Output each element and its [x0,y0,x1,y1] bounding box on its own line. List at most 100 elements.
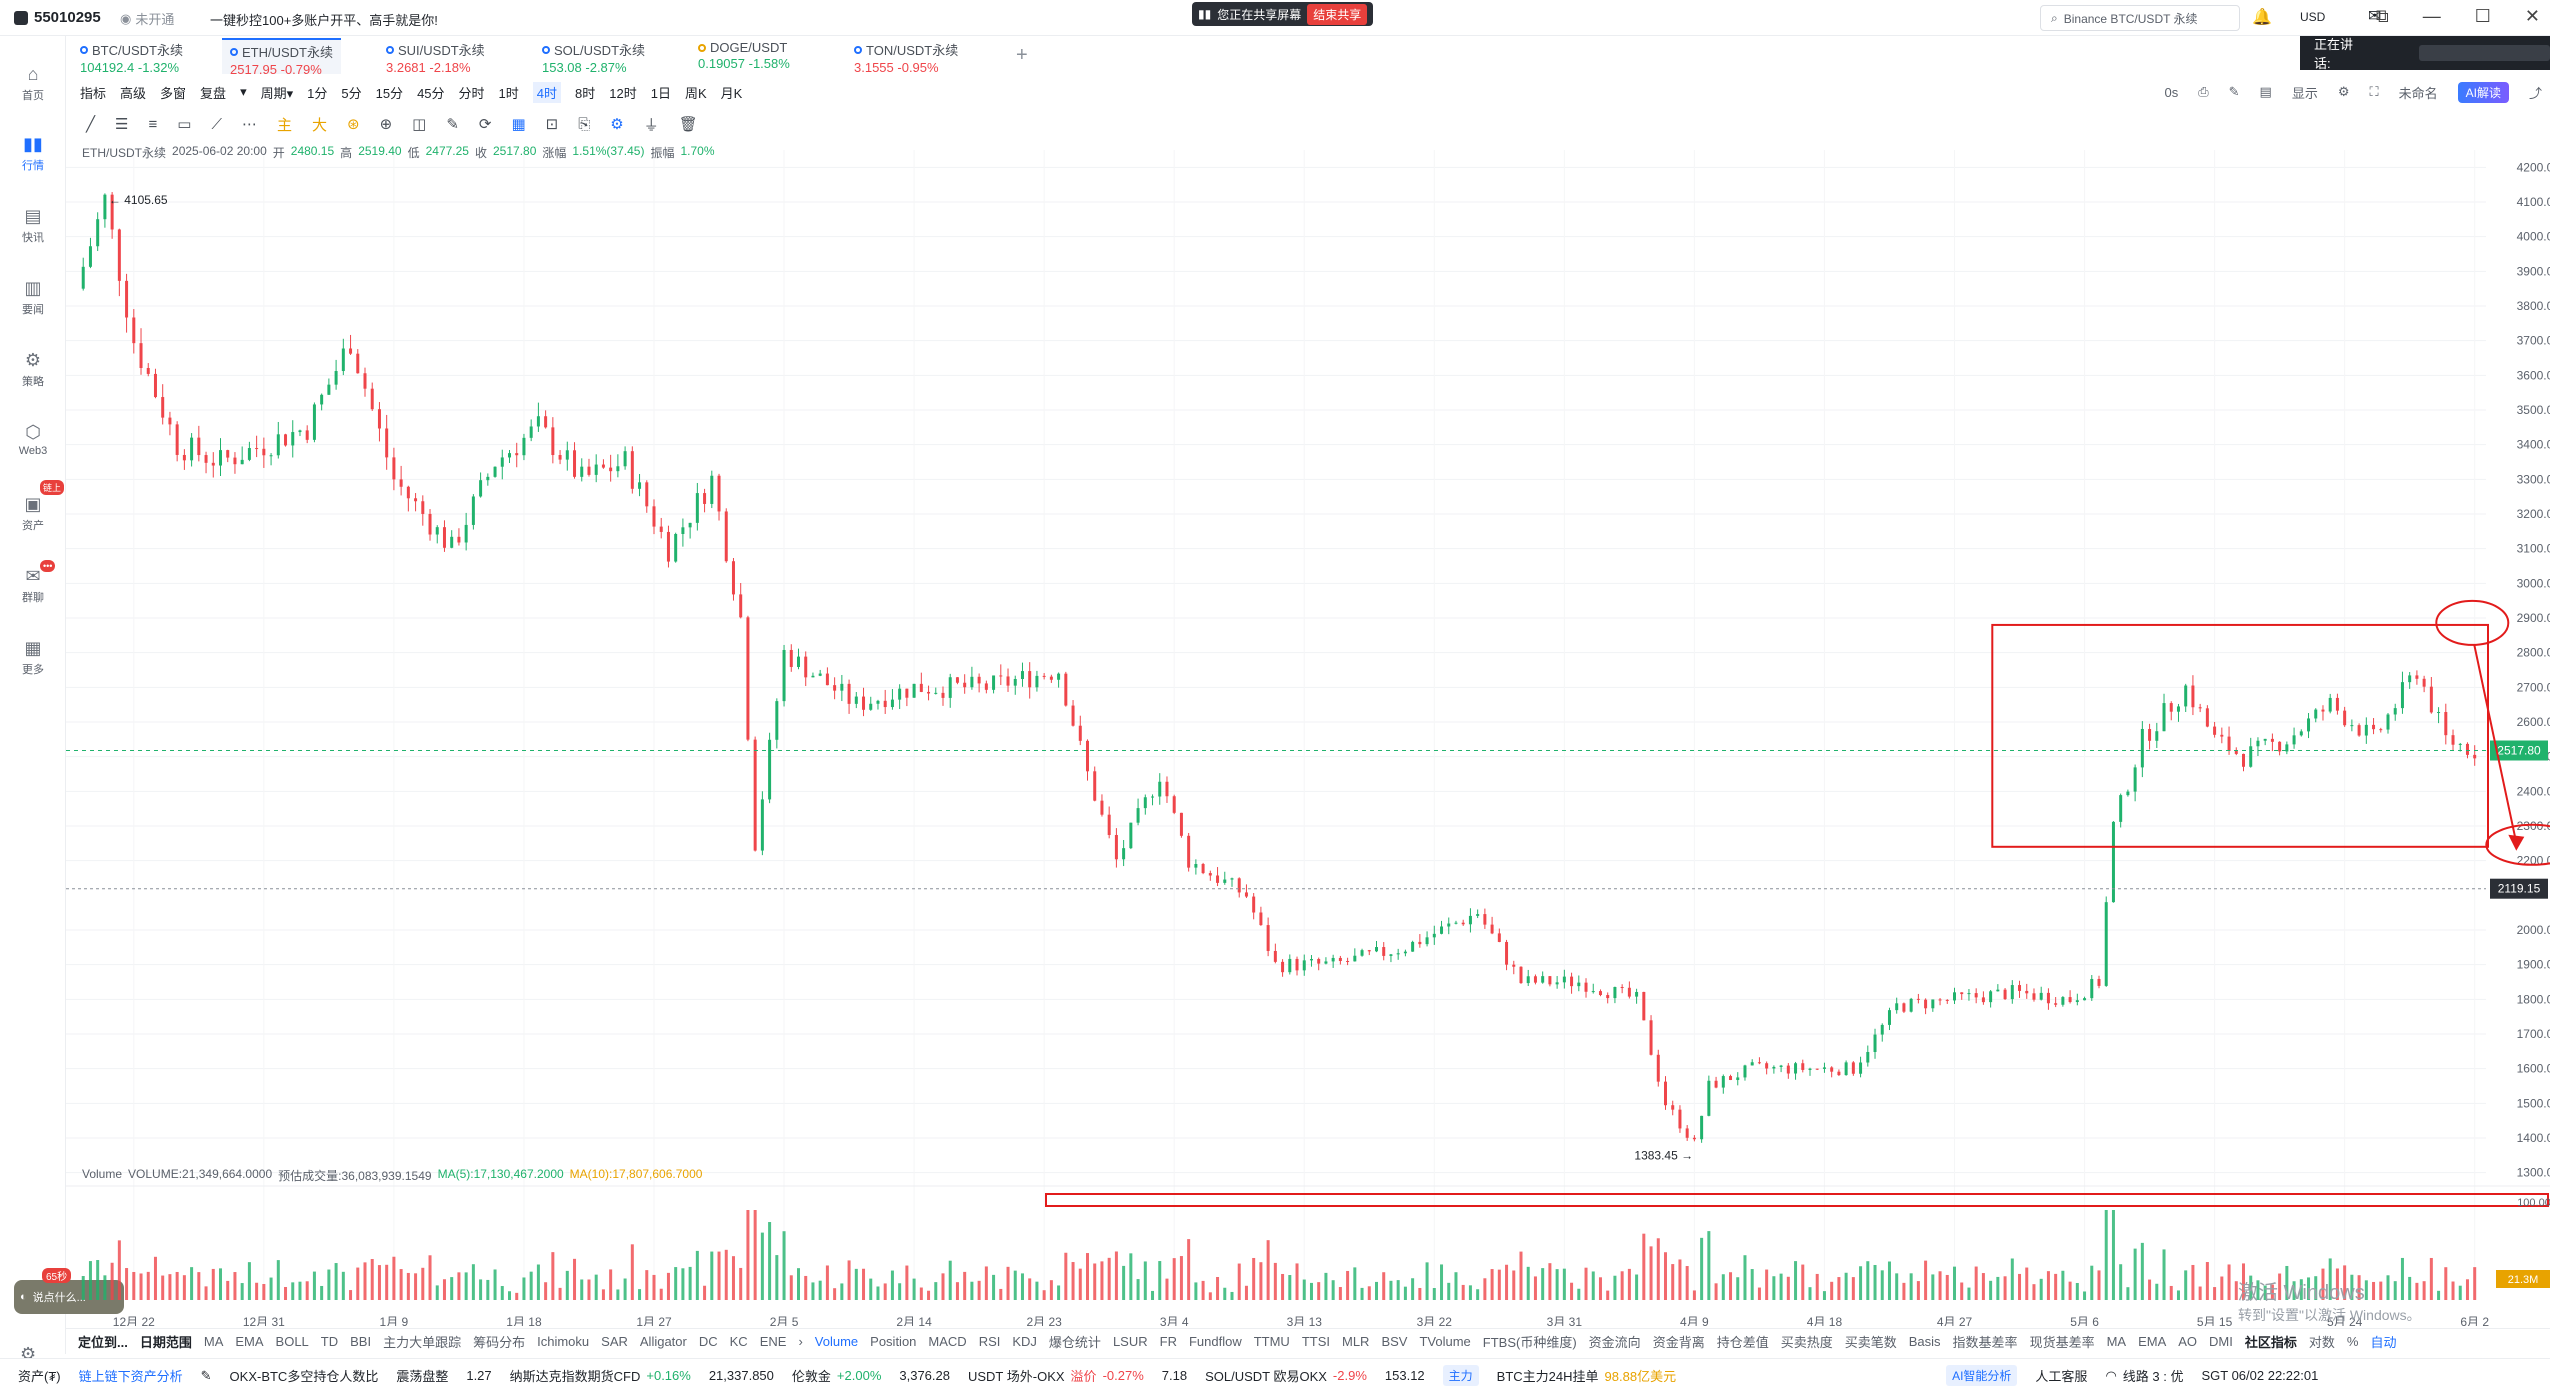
ray-tool-icon[interactable]: ⟋ [211,115,222,133]
main-indicator[interactable]: 主力大单跟踪 [383,1335,462,1350]
toolbar-chart-type[interactable]: ▾ [240,84,247,99]
interval-1m[interactable]: 1分 [307,85,328,101]
sidebar-item-strategy[interactable]: ⚙ 策略 [0,350,66,389]
main-indicator[interactable]: Ichimoku [537,1334,590,1349]
end-share-button[interactable]: 结束共享 [1307,3,1368,25]
sidebar-item-assets[interactable]: ▣ 资产 [0,494,66,533]
main-indicator[interactable]: ENE [759,1334,787,1349]
whale-icon[interactable]: ⊛ [346,116,360,133]
main-force-button[interactable]: 主 [276,116,292,134]
add-tab-icon[interactable]: + [1016,44,1028,66]
sub-indicator[interactable]: KDJ [1012,1334,1037,1349]
sub-indicator[interactable]: 现货基差率 [2029,1335,2095,1350]
sub-indicator[interactable]: FR [1159,1334,1177,1349]
trash-icon[interactable]: 🗑 [678,116,698,133]
copy-icon[interactable]: ⎘ [578,115,591,133]
interval-12h[interactable]: 12时 [609,85,637,101]
toolbar-advanced[interactable]: 高级 [120,85,147,101]
toolbar-period[interactable]: 周期▾ [260,85,294,101]
main-indicator[interactable]: BOLL [275,1334,309,1349]
sub-indicator[interactable]: AO [2178,1334,2198,1349]
sub-indicator[interactable]: TTMU [1253,1334,1290,1349]
interval-1h[interactable]: 1时 [498,85,519,101]
interval-5m[interactable]: 5分 [341,85,362,101]
sub-indicator[interactable]: 持仓差值 [1716,1335,1769,1350]
sub-indicator[interactable]: 买卖热度 [1780,1335,1833,1350]
date-range-button[interactable]: 日期范围 [139,1335,192,1350]
sub-indicator[interactable]: MLR [1342,1334,1370,1349]
main-indicator[interactable]: TD [320,1334,339,1349]
line-tool-icon[interactable]: ╱ [86,116,96,133]
minimize-icon[interactable]: — [2422,6,2441,26]
sidebar-item-chat[interactable]: ✉ 群聊 [0,566,66,605]
sub-indicator[interactable]: 资金流向 [1588,1335,1641,1350]
settings-icon[interactable]: ⚙ [2337,84,2350,99]
interval-week[interactable]: 周K [684,85,707,101]
layers-icon[interactable]: ◫ [412,116,427,133]
layout-icon[interactable]: ▤ [2259,84,2272,99]
sub-indicator[interactable]: 指数基差率 [1952,1335,2018,1350]
channel-tool-icon[interactable]: ≡ [148,115,158,133]
main-indicator[interactable]: Alligator [639,1334,687,1349]
pencil-icon[interactable]: ✎ [2228,84,2240,99]
bell-icon[interactable]: 🔔 [2252,9,2272,26]
interval-8h[interactable]: 8时 [575,85,596,101]
ticker-usdt-otc[interactable]: USDT 场外-OKX [967,1369,1065,1384]
ai-interpret-button[interactable]: AI解读 [2457,81,2509,103]
sidebar-item-market[interactable]: ▮▮ 行情 [0,134,66,173]
display-button[interactable]: 显示 [2291,85,2318,101]
sub-indicator[interactable]: LSUR [1112,1334,1148,1349]
sub-indicator[interactable]: TVolume [1419,1334,1471,1349]
sub-indicator[interactable]: Basis [1908,1334,1941,1349]
account-status[interactable]: ◉ 未开通 [120,10,175,28]
sidebar-item-more[interactable]: ▦ 更多 [0,638,66,677]
magnet-icon[interactable]: ⟳ [478,116,492,133]
sub-indicator[interactable]: 资金背离 [1652,1335,1705,1350]
tab-ton[interactable]: TON/USDT永续 3.1555 -0.95% [854,43,959,75]
candlestick-chart[interactable]: 4200.00 4100.00 4000.00 3900.00 3800.00 3700.… [66,140,2550,1326]
sub-indicator[interactable]: EMA [2138,1334,2167,1349]
fullscreen-icon[interactable]: ⛶ [2369,84,2379,99]
asset-label[interactable]: 资产(₮) [18,1369,61,1384]
interval-15m[interactable]: 15分 [375,85,404,101]
sub-indicator[interactable]: 买卖笔数 [1844,1335,1897,1350]
ticker-sol[interactable]: SOL/USDT 欧易OKX [1205,1369,1327,1384]
tab-btc[interactable]: BTC/USDT永续 104192.4 -1.32% [80,43,184,75]
toolbar-indicators[interactable]: 指标 [80,85,107,101]
asset-analysis-link[interactable]: 链上链下资产分析 [78,1369,183,1384]
account-info[interactable]: 55010295 [14,9,101,26]
pin-icon[interactable]: ⧉ [2375,6,2389,26]
sidebar-item-web3[interactable]: ⬡ Web3 [0,422,66,457]
sub-indicator[interactable]: Volume [814,1334,859,1349]
main-indicator[interactable]: EMA [235,1334,264,1349]
sub-indicator[interactable]: Position [870,1334,917,1349]
sidebar-item-home[interactable]: ⌂ 首页 [0,64,66,103]
sidebar-item-headlines[interactable]: ▥ 要闻 [0,278,66,317]
ai-analysis-button[interactable]: AI智能分析 [1946,1365,2018,1386]
filter-icon[interactable]: ⏚ [643,116,659,134]
close-icon[interactable]: ✕ [2524,6,2540,26]
network-line[interactable]: 线路 3 : 优 [2122,1369,2184,1384]
sub-indicator[interactable]: TTSI [1301,1334,1330,1349]
hline-tool-icon[interactable]: ☰ [115,116,129,133]
percent-scale-toggle[interactable]: % [2346,1334,2359,1349]
sub-indicator[interactable]: Fundflow [1188,1334,1242,1349]
grid-toggle-icon[interactable]: ▦ [511,116,526,133]
search-input[interactable]: ⌕ Binance BTC/USDT 永续 [2040,5,2240,31]
share-icon[interactable]: ⤴ [2528,85,2542,101]
interval-1d[interactable]: 1日 [650,85,671,101]
toolbar-replay[interactable]: 复盘 [200,85,227,101]
pen-icon[interactable]: ✎ [200,1367,212,1383]
main-indicator[interactable]: DC [698,1334,718,1349]
ticker-okx-ratio[interactable]: OKX-BTC多空持仓人数比 [229,1369,379,1384]
tab-doge[interactable]: DOGE/USDT 0.19057 -1.58% [698,40,790,71]
main-indicator[interactable]: BBI [350,1334,372,1349]
main-indicator[interactable]: SAR [601,1334,628,1349]
edit-icon[interactable]: ✎ [446,116,459,133]
toolbar-multiwindow[interactable]: 多窗 [160,85,187,101]
compare-icon[interactable]: ⊕ [379,116,393,133]
mail-icon[interactable]: ✉ [2368,8,2382,25]
ticker-nasdaq[interactable]: 纳斯达克指数期货CFD [509,1369,641,1384]
interval-timeshare[interactable]: 分时 [458,85,485,101]
sub-indicator[interactable]: MA [2106,1334,2127,1349]
